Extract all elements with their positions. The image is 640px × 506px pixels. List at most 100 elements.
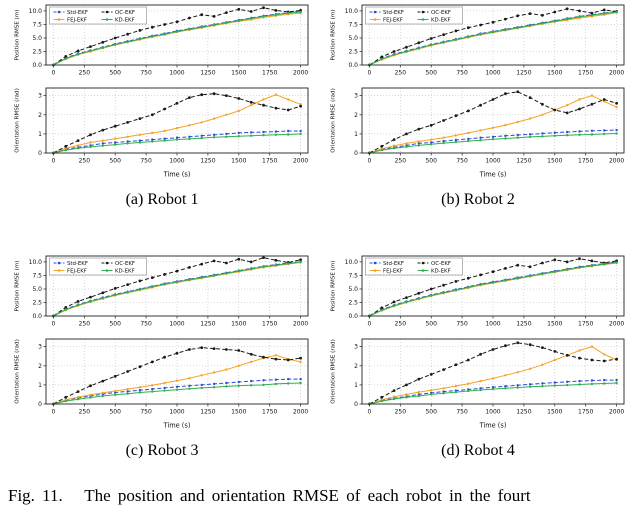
svg-text:1500: 1500 [231, 409, 246, 416]
svg-text:3: 3 [38, 93, 42, 100]
svg-text:0: 0 [367, 409, 371, 416]
svg-text:2.5: 2.5 [32, 300, 42, 307]
svg-text:1000: 1000 [169, 321, 184, 328]
svg-text:1000: 1000 [169, 158, 184, 165]
x-axis: 0 250 500 750 1000 1250 1500 1750 2000 [51, 65, 308, 77]
series-kd-ekf [368, 381, 618, 406]
svg-text:2000: 2000 [609, 409, 624, 416]
series-fej-ekf [52, 93, 302, 155]
legend: Std-EKF OC-EKF FEJ-EKF KD-EKF [365, 257, 463, 276]
subfigure-caption-b: (b) Robot 2 [441, 191, 515, 208]
svg-text:500: 500 [425, 409, 437, 416]
svg-text:Position RMSE (m): Position RMSE (m) [15, 10, 21, 61]
series-fej-ekf [368, 94, 618, 155]
svg-text:1500: 1500 [547, 409, 562, 416]
svg-text:1250: 1250 [516, 321, 531, 328]
svg-text:750: 750 [456, 321, 468, 328]
svg-text:750: 750 [140, 409, 152, 416]
x-axis: 0 250 500 750 1000 1250 1500 1750 2000 Time (s) [51, 404, 308, 430]
grid-lines [46, 339, 308, 405]
svg-text:1500: 1500 [547, 321, 562, 328]
svg-text:1250: 1250 [516, 409, 531, 416]
svg-text:OC-EKF: OC-EKF [431, 10, 451, 16]
svg-text:1750: 1750 [262, 158, 277, 165]
y-axis: 0.0 2.5 5.0 7.5 10.0 Position RMSE (m) [15, 259, 46, 320]
y-axis: 0 1 2 3 Orientation RMSE (rad) [15, 88, 46, 157]
svg-text:3: 3 [354, 93, 358, 100]
svg-text:500: 500 [109, 321, 121, 328]
subfigure-robot-4: 0 250 500 750 1000 1250 1500 1750 2000 0.0 2.5 5.0 7… [324, 253, 632, 460]
robot-2-position-rmse-chart: 0 250 500 750 1000 1250 1500 1750 2000 0.0 2.5 5.0 7… [327, 2, 629, 82]
svg-text:OC-EKF: OC-EKF [431, 261, 451, 267]
svg-text:0: 0 [51, 70, 55, 77]
svg-text:Std-EKF: Std-EKF [383, 10, 404, 16]
subfigure-robot-2: 0 250 500 750 1000 1250 1500 1750 2000 0.0 2.5 5.0 7… [324, 2, 632, 209]
robot-2-orientation-rmse-chart: 0 250 500 750 1000 1250 1500 1750 2000 Time (s) 0 1… [327, 85, 629, 184]
robot-3-orientation-rmse-chart: 0 250 500 750 1000 1250 1500 1750 2000 Time (s) 0 1… [11, 336, 313, 435]
svg-text:1000: 1000 [169, 70, 184, 77]
svg-text:Time (s): Time (s) [163, 171, 191, 179]
svg-text:250: 250 [79, 158, 91, 165]
series-kd-ekf [52, 132, 302, 155]
series-kd-ekf [52, 381, 302, 406]
svg-text:2: 2 [38, 363, 42, 370]
svg-text:OC-EKF: OC-EKF [115, 261, 135, 267]
svg-text:7.5: 7.5 [348, 273, 358, 280]
series-oc-ekf [52, 6, 302, 67]
svg-text:750: 750 [456, 70, 468, 77]
series-oc-ekf [368, 257, 618, 318]
svg-text:Orientation RMSE (rad): Orientation RMSE (rad) [15, 88, 21, 153]
svg-text:KD-EKF: KD-EKF [431, 18, 451, 24]
svg-text:500: 500 [425, 321, 437, 328]
x-axis: 0 250 500 750 1000 1250 1500 1750 2000 [367, 65, 624, 77]
svg-text:0.0: 0.0 [32, 313, 42, 320]
series-oc-ekf [368, 7, 618, 67]
series-oc-ekf [368, 90, 618, 155]
subfigure-caption-c: (c) Robot 3 [125, 442, 199, 459]
svg-text:0: 0 [367, 321, 371, 328]
svg-text:500: 500 [109, 409, 121, 416]
svg-text:10.0: 10.0 [345, 259, 359, 266]
svg-text:1: 1 [354, 131, 358, 138]
svg-text:7.5: 7.5 [32, 22, 42, 29]
svg-text:1250: 1250 [200, 409, 215, 416]
svg-text:1500: 1500 [547, 70, 562, 77]
svg-text:7.5: 7.5 [32, 273, 42, 280]
svg-text:FEJ-EKF: FEJ-EKF [383, 18, 403, 24]
svg-text:2000: 2000 [293, 321, 308, 328]
svg-text:2: 2 [354, 112, 358, 119]
svg-text:1000: 1000 [485, 158, 500, 165]
svg-text:0: 0 [354, 401, 358, 408]
series-kd-ekf [368, 10, 618, 67]
y-axis: 0 1 2 3 Orientation RMSE (rad) [15, 339, 46, 408]
svg-text:2.5: 2.5 [348, 49, 358, 56]
svg-text:2000: 2000 [293, 158, 308, 165]
svg-text:1000: 1000 [485, 409, 500, 416]
svg-text:0: 0 [51, 158, 55, 165]
svg-text:Orientation RMSE (rad): Orientation RMSE (rad) [331, 88, 337, 153]
series-std-ekf [368, 128, 618, 155]
svg-text:5.0: 5.0 [348, 35, 358, 42]
series-kd-ekf [52, 260, 302, 318]
x-axis: 0 250 500 750 1000 1250 1500 1750 2000 Time (s) [367, 153, 624, 179]
svg-text:2000: 2000 [293, 409, 308, 416]
svg-text:250: 250 [79, 409, 91, 416]
svg-text:1: 1 [38, 382, 42, 389]
svg-text:0.0: 0.0 [348, 313, 358, 320]
x-axis: 0 250 500 750 1000 1250 1500 1750 2000 Time (s) [367, 404, 624, 430]
svg-text:FEJ-EKF: FEJ-EKF [67, 18, 87, 24]
svg-text:500: 500 [425, 70, 437, 77]
svg-text:5.0: 5.0 [348, 286, 358, 293]
svg-text:0: 0 [354, 150, 358, 157]
legend: Std-EKF OC-EKF FEJ-EKF KD-EKF [49, 6, 147, 25]
svg-text:Std-EKF: Std-EKF [67, 261, 88, 267]
svg-text:OC-EKF: OC-EKF [115, 10, 135, 16]
svg-text:5.0: 5.0 [32, 286, 42, 293]
svg-text:0: 0 [51, 321, 55, 328]
svg-text:2000: 2000 [293, 70, 308, 77]
svg-text:1750: 1750 [262, 70, 277, 77]
svg-text:750: 750 [456, 158, 468, 165]
subfigure-caption-d: (d) Robot 4 [441, 442, 515, 459]
svg-text:Time (s): Time (s) [479, 422, 507, 430]
